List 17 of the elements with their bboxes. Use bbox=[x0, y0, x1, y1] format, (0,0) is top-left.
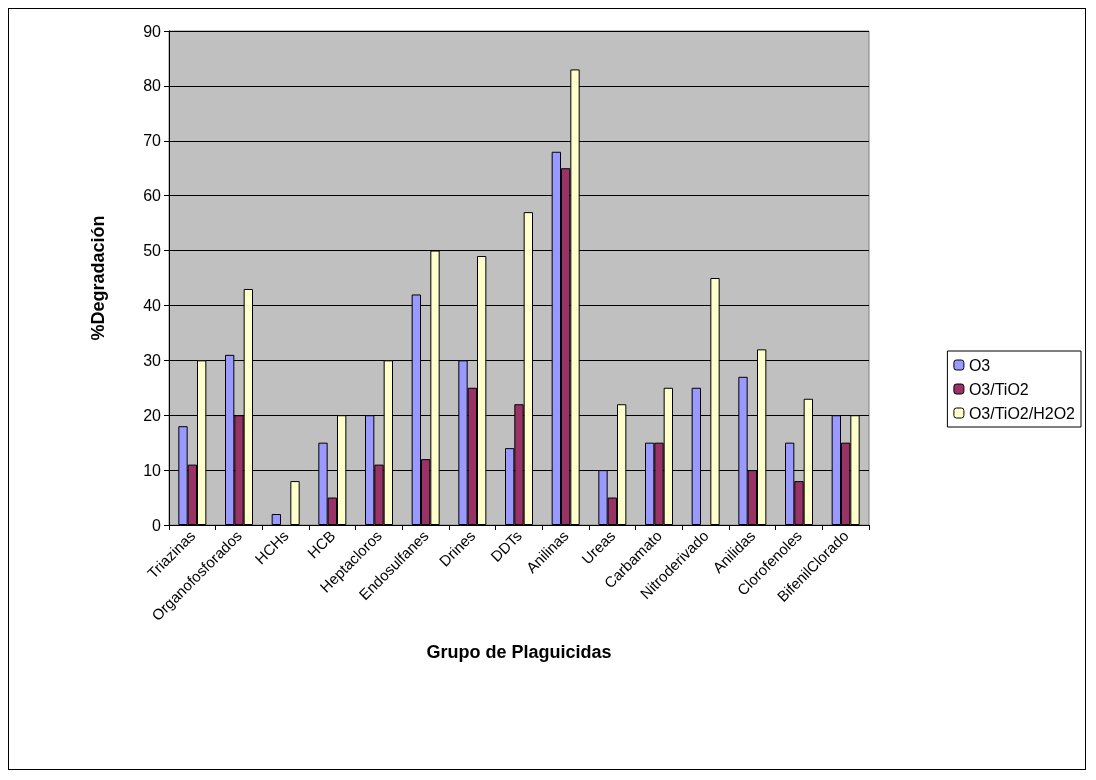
y-tick-label: 50 bbox=[143, 242, 162, 260]
bar bbox=[271, 514, 281, 525]
legend-label: O3/TiO2 bbox=[968, 380, 1029, 398]
legend-label: O3 bbox=[968, 356, 991, 374]
y-tick-label: 60 bbox=[143, 187, 162, 205]
y-tick-label: 20 bbox=[143, 406, 162, 424]
bar bbox=[290, 481, 300, 525]
y-tick-label: 70 bbox=[143, 132, 162, 150]
y-axis-title: %Degradación bbox=[88, 215, 108, 341]
legend-label: O3/TiO2/H2O2 bbox=[968, 404, 1076, 422]
y-tick-label: 80 bbox=[143, 77, 162, 95]
x-axis-title: Grupo de Plaguicidas bbox=[426, 642, 612, 662]
y-tick-label: 40 bbox=[143, 296, 162, 314]
y-tick-label: 90 bbox=[143, 22, 162, 40]
y-tick-label: 10 bbox=[143, 461, 162, 479]
y-tick-label: 0 bbox=[152, 516, 162, 534]
y-tick-label: 30 bbox=[143, 351, 162, 369]
